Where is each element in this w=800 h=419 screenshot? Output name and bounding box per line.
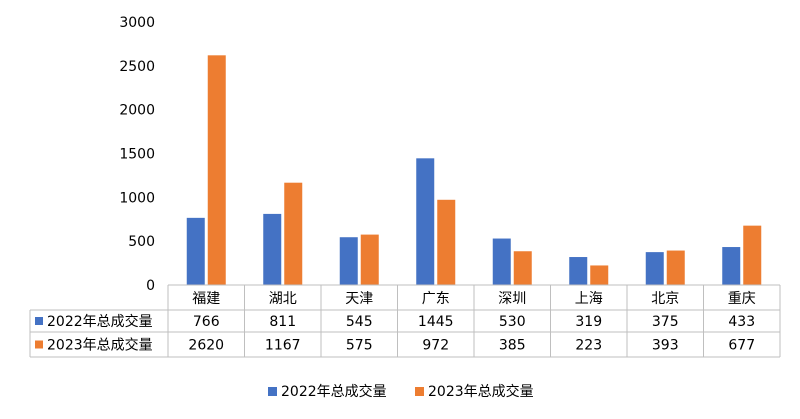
table-value: 433	[728, 314, 755, 330]
category-label: 福建	[192, 291, 220, 307]
table-value: 766	[193, 314, 220, 330]
table-value: 530	[499, 314, 526, 330]
table-value: 677	[728, 338, 755, 354]
table-value: 385	[499, 338, 526, 354]
table-value: 223	[575, 338, 602, 354]
bar-series-1	[416, 158, 435, 285]
table-series-key	[35, 340, 43, 349]
y-tick-label: 0	[146, 278, 155, 294]
y-tick-label: 2500	[119, 59, 155, 75]
legend: 2022年总成交量 2023年总成交量	[268, 383, 534, 400]
bar-series-2	[207, 55, 226, 286]
bar-series-1	[339, 237, 358, 285]
legend-label: 2022年总成交量	[281, 383, 387, 400]
bar-series-1	[722, 247, 741, 285]
table-value: 319	[575, 314, 602, 330]
bar-series-1	[569, 257, 588, 285]
bar-series-1	[492, 238, 511, 285]
table-value: 545	[346, 314, 373, 330]
bar-series-2	[666, 250, 685, 285]
bar-series-2	[743, 225, 762, 285]
legend-swatch	[415, 387, 424, 396]
bar-series-2	[360, 234, 379, 285]
table-value: 393	[652, 338, 679, 354]
y-tick-label: 2000	[119, 103, 155, 119]
table-series-key	[35, 317, 43, 325]
data-table: 福建 湖北 天津 广东 深圳 上海 北京 重庆 2022年总成交量 766 811 545 1445 53…	[29, 284, 781, 358]
category-label: 湖北	[269, 291, 297, 307]
table-value: 575	[346, 338, 373, 354]
table-value: 2620	[188, 338, 224, 354]
category-label: 北京	[651, 291, 679, 307]
category-label: 重庆	[728, 291, 756, 307]
table-value: 1445	[418, 314, 454, 330]
bar-series-2	[284, 182, 303, 285]
bar-series-1	[263, 213, 282, 285]
category-label: 广东	[422, 291, 450, 307]
y-axis: 0 500 1000 1500 2000 2500 3000	[119, 15, 155, 294]
y-tick-label: 3000	[119, 15, 155, 31]
legend-label: 2023年总成交量	[428, 383, 534, 400]
y-tick-label: 1000	[119, 190, 155, 206]
table-series-name: 2023年总成交量	[47, 337, 153, 354]
bar-series-1	[186, 217, 205, 285]
bar-series-2	[590, 265, 609, 285]
table-value: 375	[652, 314, 679, 330]
table-value: 972	[422, 338, 449, 354]
category-label: 深圳	[498, 291, 526, 307]
y-tick-label: 500	[128, 234, 155, 250]
bar-series-1	[645, 252, 664, 285]
bar-series-2	[513, 251, 532, 285]
table-series-name: 2022年总成交量	[47, 313, 153, 330]
table-value: 1167	[265, 338, 301, 354]
bars	[186, 55, 762, 286]
y-tick-label: 1500	[119, 147, 155, 163]
bar-series-2	[437, 199, 456, 285]
legend-swatch	[268, 387, 277, 396]
category-label: 天津	[345, 291, 373, 307]
category-label: 上海	[575, 291, 603, 307]
table-value: 811	[269, 314, 296, 330]
